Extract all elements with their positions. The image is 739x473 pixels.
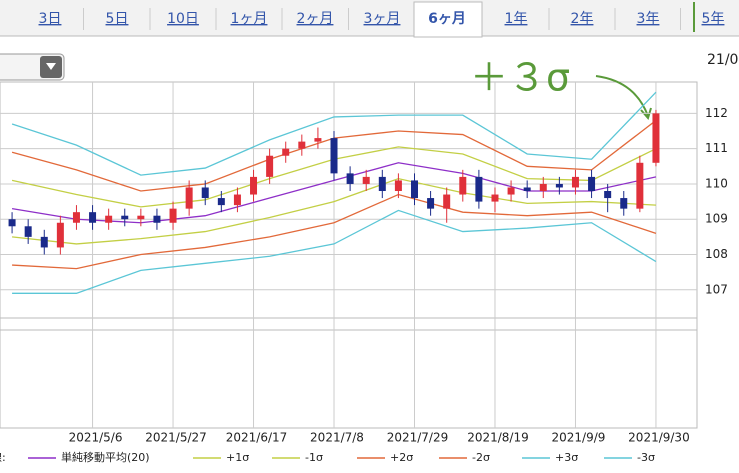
- x-tick-label: 2021/5/6: [69, 431, 123, 445]
- y-tick-label: 112: [705, 106, 728, 120]
- candle-body: [620, 198, 628, 209]
- candle-body: [298, 141, 306, 149]
- band-line: [12, 209, 657, 294]
- dropdown-arrow: [46, 63, 56, 70]
- y-tick-label: 111: [705, 141, 728, 155]
- candle-body: [443, 194, 451, 209]
- y-tick-label: 108: [705, 247, 728, 261]
- plot: [0, 82, 697, 428]
- candle-body: [410, 180, 418, 199]
- candle-body: [475, 176, 483, 202]
- candle-body: [330, 138, 338, 174]
- candle-body: [282, 148, 290, 156]
- tab[interactable]: 1年: [505, 11, 528, 27]
- candle-body: [459, 176, 467, 195]
- candle-body: [233, 194, 241, 206]
- candle-body: [491, 194, 499, 202]
- band-line: [12, 193, 657, 270]
- candles: [8, 91, 660, 294]
- legend-label: +3σ: [555, 451, 578, 464]
- candle-body: [56, 222, 64, 248]
- candle-body: [378, 176, 386, 192]
- candle-body: [24, 226, 32, 237]
- candle-body: [636, 162, 644, 209]
- tab[interactable]: 5日: [106, 11, 129, 27]
- legend-label: -2σ: [472, 451, 490, 464]
- y-tick-label: 107: [705, 282, 728, 296]
- candle-body: [652, 113, 660, 163]
- tab[interactable]: 3年: [637, 11, 660, 27]
- candle-body: [571, 176, 579, 188]
- candle-body: [427, 198, 435, 209]
- tab[interactable]: 6ヶ月: [428, 11, 466, 27]
- candle-body: [362, 176, 370, 184]
- candle-body: [8, 219, 16, 227]
- candle-body: [523, 187, 531, 192]
- candle-body: [346, 173, 354, 184]
- legend-label: +1σ: [226, 451, 249, 464]
- active-tab: [413, 1, 483, 38]
- y-tick-label: 110: [705, 176, 728, 190]
- x-tick-label: 2021/7/8: [310, 431, 364, 445]
- tab[interactable]: 3ヶ月: [364, 11, 401, 27]
- candle-body: [72, 212, 80, 223]
- tab[interactable]: 10日: [167, 11, 199, 27]
- x-tick-label: 2021/5/27: [145, 431, 207, 445]
- candle-body: [588, 176, 596, 192]
- tab[interactable]: 1ヶ月: [231, 11, 268, 27]
- candle-body: [185, 187, 193, 209]
- annotation-arrow: [595, 75, 649, 117]
- candle-body: [153, 215, 161, 223]
- annotation: ＋３σ: [470, 56, 570, 100]
- candle-body: [314, 138, 322, 142]
- candle-body: [201, 187, 209, 199]
- candle-body: [169, 208, 177, 223]
- legend-label: +2σ: [390, 451, 413, 464]
- candle-body: [539, 183, 547, 192]
- annotation-arrowhead: [640, 107, 652, 121]
- candle-body: [507, 187, 515, 195]
- tab[interactable]: 2年: [571, 11, 594, 27]
- tab[interactable]: 5年: [702, 11, 725, 27]
- x-tick-label: 2021/9/30: [628, 431, 690, 445]
- candle-body: [217, 198, 225, 206]
- x-tick-label: 2021/6/17: [226, 431, 288, 445]
- legend-label: 単純移動平均(20): [61, 450, 150, 464]
- tab[interactable]: 2ヶ月: [297, 11, 334, 27]
- legend-label: -3σ: [637, 451, 655, 464]
- candle-body: [40, 236, 48, 248]
- x-tick-label: 2021/9/9: [552, 431, 606, 445]
- candle-body: [250, 176, 258, 195]
- x-tick-label: 2021/7/29: [387, 431, 449, 445]
- candle-body: [105, 215, 113, 223]
- candle-body: [121, 215, 129, 220]
- band-line: [12, 177, 656, 245]
- tab-bar: [0, 0, 739, 36]
- x-tick-label: 2021/8/19: [467, 431, 529, 445]
- legend-label: 線:: [0, 450, 6, 464]
- dropdown[interactable]: [0, 53, 65, 81]
- candle-body: [555, 183, 563, 188]
- candle-body: [394, 180, 402, 192]
- date-corner: 21/0: [707, 52, 738, 68]
- candle-body: [137, 215, 145, 220]
- tab[interactable]: 3日: [39, 11, 62, 27]
- band-line: [11, 91, 657, 176]
- legend-label: -1σ: [305, 451, 323, 464]
- candle-body: [266, 155, 274, 177]
- y-tick-label: 109: [705, 212, 728, 226]
- candle-body: [604, 191, 612, 199]
- candle-body: [89, 212, 97, 223]
